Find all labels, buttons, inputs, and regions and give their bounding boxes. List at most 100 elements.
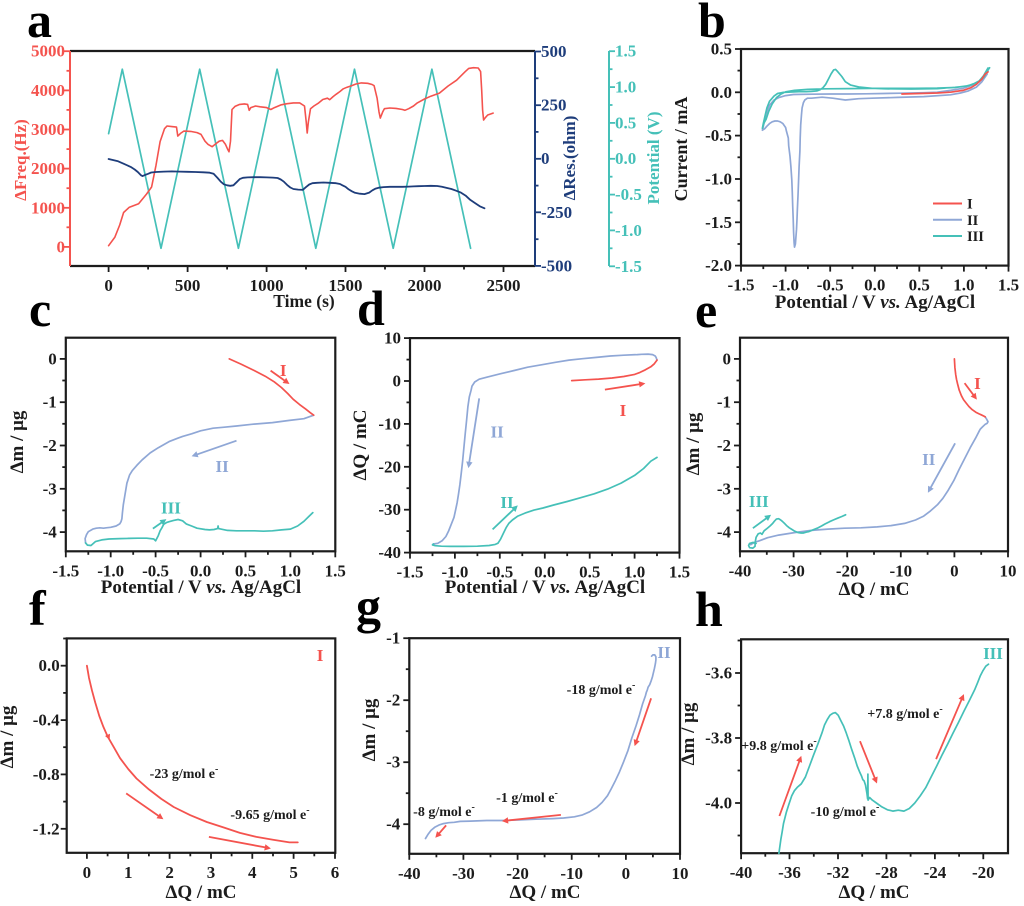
- svg-text:-20: -20: [972, 863, 995, 882]
- svg-text:1000: 1000: [250, 276, 284, 295]
- svg-text:-2.0: -2.0: [705, 256, 732, 275]
- svg-text:I: I: [620, 401, 627, 420]
- svg-text:-1: -1: [717, 393, 731, 412]
- svg-text:4: 4: [248, 863, 257, 882]
- svg-text:b: b: [698, 0, 726, 48]
- svg-text:-40: -40: [378, 543, 401, 562]
- svg-text:0.5: 0.5: [615, 113, 636, 132]
- svg-text:10: 10: [672, 864, 689, 883]
- svg-text:II: II: [490, 423, 504, 442]
- svg-text:0.0: 0.0: [615, 149, 636, 168]
- svg-text:-1.5: -1.5: [397, 563, 424, 582]
- svg-text:-4.0: -4.0: [705, 794, 732, 813]
- svg-text:II: II: [967, 213, 979, 229]
- svg-text:II: II: [922, 450, 936, 469]
- svg-text:I: I: [317, 646, 324, 665]
- svg-text:-3: -3: [717, 479, 731, 498]
- svg-text:-30: -30: [782, 561, 805, 580]
- svg-text:0.5: 0.5: [711, 40, 732, 59]
- svg-text:250: 250: [541, 96, 567, 115]
- svg-text:e: e: [695, 282, 717, 338]
- svg-text:-0.5: -0.5: [705, 126, 732, 145]
- svg-text:2000: 2000: [31, 159, 65, 178]
- svg-text:0.5: 0.5: [235, 561, 256, 580]
- svg-text:Potential / V vs. Ag/AgCl: Potential / V vs. Ag/AgCl: [775, 292, 975, 313]
- svg-text:Δm / μg: Δm / μg: [678, 702, 699, 765]
- svg-text:-0.5: -0.5: [142, 561, 169, 580]
- svg-text:1.0: 1.0: [953, 276, 974, 295]
- svg-text:10: 10: [384, 329, 401, 348]
- svg-text:-8 g/mol e-: -8 g/mol e-: [413, 802, 475, 820]
- svg-text:-1: -1: [386, 629, 400, 648]
- svg-text:0: 0: [541, 149, 550, 168]
- svg-text:-1.0: -1.0: [97, 561, 124, 580]
- svg-text:6: 6: [331, 863, 340, 882]
- svg-text:-3: -3: [43, 479, 57, 498]
- svg-text:5: 5: [289, 863, 298, 882]
- svg-text:0: 0: [393, 372, 402, 391]
- svg-text:1.5: 1.5: [669, 563, 690, 582]
- svg-text:0: 0: [950, 561, 959, 580]
- svg-text:-10 g/mol e-: -10 g/mol e-: [811, 802, 880, 820]
- svg-text:g: g: [356, 578, 381, 634]
- svg-text:1.5: 1.5: [615, 42, 636, 61]
- svg-text:Δm / μg: Δm / μg: [359, 698, 380, 761]
- svg-text:-4: -4: [386, 815, 401, 834]
- svg-text:1: 1: [124, 863, 133, 882]
- svg-text:Current / mA: Current / mA: [671, 97, 691, 202]
- svg-text:-1.0: -1.0: [772, 276, 799, 295]
- svg-text:Δm / μg: Δm / μg: [0, 705, 18, 768]
- svg-text:h: h: [695, 581, 723, 637]
- svg-text:Δm / μg: Δm / μg: [7, 410, 28, 473]
- svg-text:-0.5: -0.5: [615, 185, 642, 204]
- svg-text:-30: -30: [378, 500, 401, 519]
- svg-text:-3: -3: [386, 753, 400, 772]
- svg-text:-20: -20: [836, 561, 859, 580]
- svg-text:0: 0: [723, 349, 732, 368]
- svg-text:-3.8: -3.8: [705, 729, 732, 748]
- svg-text:1.5: 1.5: [998, 276, 1019, 295]
- svg-text:0.0: 0.0: [534, 563, 555, 582]
- svg-text:-4: -4: [717, 523, 732, 542]
- svg-text:Potential / V vs. Ag/AgCl: Potential / V vs. Ag/AgCl: [101, 577, 301, 598]
- svg-text:-10: -10: [889, 561, 912, 580]
- svg-text:-24: -24: [924, 863, 947, 882]
- svg-text:10: 10: [1000, 561, 1017, 580]
- svg-text:-18 g/mol e-: -18 g/mol e-: [567, 680, 636, 698]
- svg-text:I: I: [280, 361, 287, 380]
- svg-text:Δm / μg: Δm / μg: [683, 412, 704, 475]
- svg-text:-2: -2: [43, 436, 57, 455]
- svg-text:-0.5: -0.5: [486, 563, 513, 582]
- svg-text:+7.8 g/mol e-: +7.8 g/mol e-: [867, 704, 942, 722]
- svg-text:1000: 1000: [31, 198, 65, 217]
- svg-text:2: 2: [165, 863, 174, 882]
- svg-text:a: a: [27, 0, 52, 48]
- svg-text:1.0: 1.0: [280, 561, 301, 580]
- svg-text:d: d: [357, 280, 385, 336]
- svg-text:-23 g/mol e-: -23 g/mol e-: [150, 764, 219, 782]
- svg-text:1.0: 1.0: [615, 78, 636, 97]
- svg-text:II: II: [215, 457, 229, 476]
- svg-text:0.0: 0.0: [38, 656, 59, 675]
- svg-text:ΔFreq.(Hz): ΔFreq.(Hz): [11, 119, 30, 201]
- svg-text:1.5: 1.5: [325, 561, 346, 580]
- svg-text:0.5: 0.5: [579, 563, 600, 582]
- svg-text:2500: 2500: [487, 276, 521, 295]
- svg-text:Potential (V): Potential (V): [644, 111, 663, 204]
- svg-text:+9.8 g/mol e-: +9.8 g/mol e-: [741, 736, 816, 754]
- svg-text:-40: -40: [729, 561, 752, 580]
- svg-text:3000: 3000: [31, 120, 65, 139]
- svg-text:ΔQ / mC: ΔQ / mC: [165, 882, 236, 903]
- svg-text:I: I: [967, 197, 973, 213]
- svg-text:-40: -40: [398, 864, 421, 883]
- svg-text:4000: 4000: [31, 81, 65, 100]
- svg-text:III: III: [983, 644, 1003, 663]
- svg-text:-40: -40: [730, 863, 753, 882]
- svg-text:0: 0: [57, 237, 66, 256]
- svg-text:-500: -500: [541, 256, 572, 275]
- svg-text:ΔQ / mC: ΔQ / mC: [838, 882, 909, 903]
- svg-text:-36: -36: [778, 863, 801, 882]
- svg-text:-1.0: -1.0: [615, 221, 642, 240]
- svg-text:500: 500: [175, 276, 201, 295]
- svg-text:0.5: 0.5: [909, 276, 930, 295]
